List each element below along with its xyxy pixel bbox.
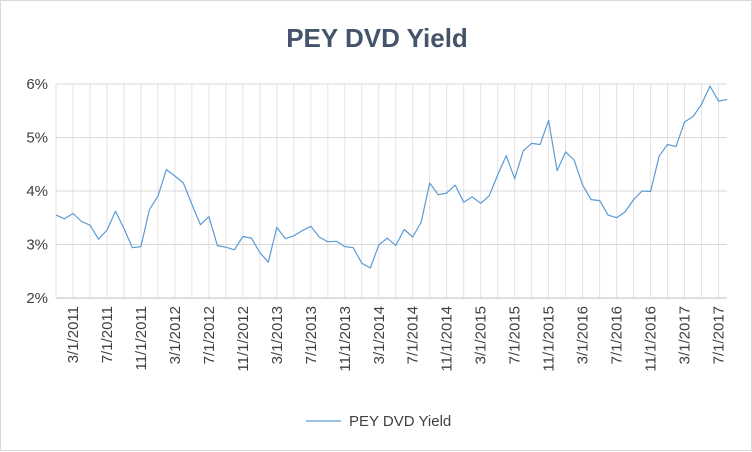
x-tick-label: 3/1/2017 (677, 306, 694, 364)
x-tick-label: 7/1/2011 (99, 306, 116, 363)
x-tick-label: 3/1/2012 (167, 306, 184, 364)
x-tick-label: 7/1/2013 (303, 306, 320, 364)
y-tick-label: 6% (26, 76, 48, 93)
legend: PEY DVD Yield (306, 413, 451, 430)
x-tick-label: 11/1/2014 (439, 306, 456, 372)
y-tick-label: 5% (26, 130, 48, 147)
y-tick-label: 3% (26, 237, 48, 254)
chart-title: PEY DVD Yield (286, 23, 468, 53)
series-group (55, 85, 728, 269)
x-tick-label: 3/1/2011 (65, 306, 82, 363)
x-tick-label: 7/1/2012 (201, 306, 218, 364)
y-tick-label: 2% (26, 290, 48, 307)
x-tick-label: 7/1/2017 (711, 306, 728, 364)
x-tick-label: 3/1/2014 (371, 306, 388, 364)
x-tick-label: 3/1/2016 (575, 306, 592, 364)
x-tick-label: 7/1/2014 (405, 306, 422, 364)
horizontal-gridlines (56, 83, 727, 299)
legend-label: PEY DVD Yield (349, 413, 451, 430)
x-tick-label: 3/1/2015 (473, 306, 490, 364)
series-line-pey-dvd-yield (55, 85, 728, 269)
x-tick-label: 11/1/2015 (541, 306, 558, 372)
x-tick-label: 11/1/2012 (235, 306, 252, 372)
x-tick-label: 11/1/2013 (337, 306, 354, 372)
x-tick-label: 11/1/2011 (133, 306, 150, 371)
x-axis-tick-labels: 3/1/2011 7/1/2011 11/1/2011 3/1/2012 7/1/201… (65, 306, 728, 372)
x-tick-label: 11/1/2016 (643, 306, 660, 372)
y-tick-label: 4% (26, 183, 48, 200)
x-tick-label: 7/1/2016 (609, 306, 626, 364)
x-tick-label: 3/1/2013 (269, 306, 286, 364)
x-tick-label: 7/1/2015 (507, 306, 524, 364)
y-axis-tick-labels: 2% 3% 4% 5% 6% (26, 76, 48, 307)
